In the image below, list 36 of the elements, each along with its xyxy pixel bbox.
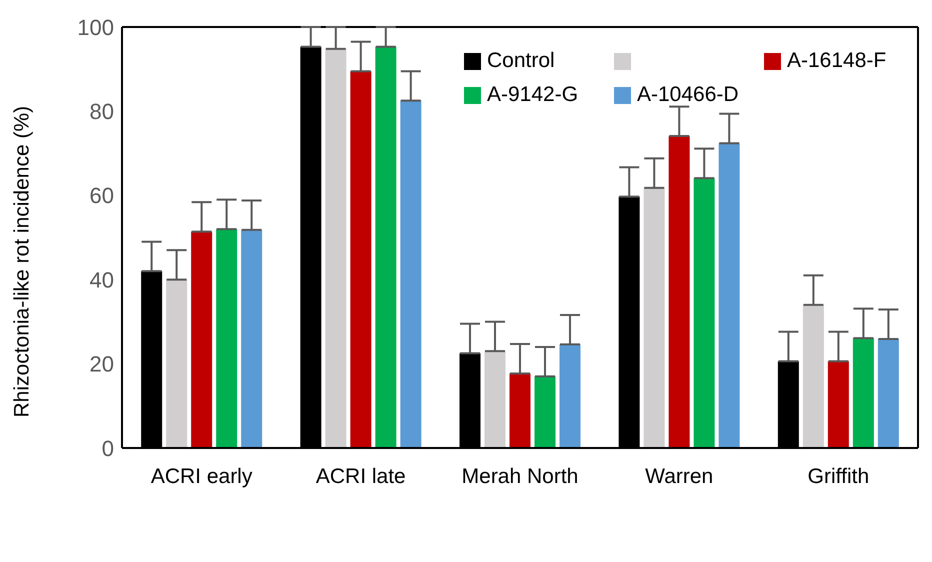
bar [191,232,212,448]
bar [802,304,824,448]
y-tick-label: 60 [90,183,114,208]
x-tick-label: ACRI late [316,464,406,488]
bar [668,136,690,448]
bar [400,100,422,448]
bar [350,71,372,448]
legend-label: A-10466-D [637,83,739,107]
bar [694,178,715,448]
bar [644,188,665,448]
bar [560,344,581,448]
bar [325,48,346,448]
y-tick-label: 0 [102,436,114,461]
bar [878,338,899,448]
y-tick-label: 100 [77,14,114,40]
legend-label: A-9142-G [487,83,578,107]
x-tick-label: Merah North [462,464,578,488]
bar [484,351,506,448]
x-tick-label: Griffith [808,464,870,488]
x-tick-label: ACRI early [150,464,253,488]
y-axis-title: Rhizoctonia-like rot incidence (%) [10,106,34,418]
legend-label: Control [487,49,555,73]
bar [375,46,396,448]
y-tick-label: 20 [90,352,114,377]
bar [510,373,531,448]
bar [718,143,740,448]
y-tick-label: 40 [90,267,114,292]
bar [241,230,262,448]
x-tick-label: Warren [645,464,714,488]
bar [166,280,188,448]
y-tick-label: 80 [90,99,114,124]
bar [852,338,874,448]
legend-label: A-16148-F [787,49,886,73]
bar [216,229,238,448]
bar [828,361,849,448]
bar [534,376,556,448]
